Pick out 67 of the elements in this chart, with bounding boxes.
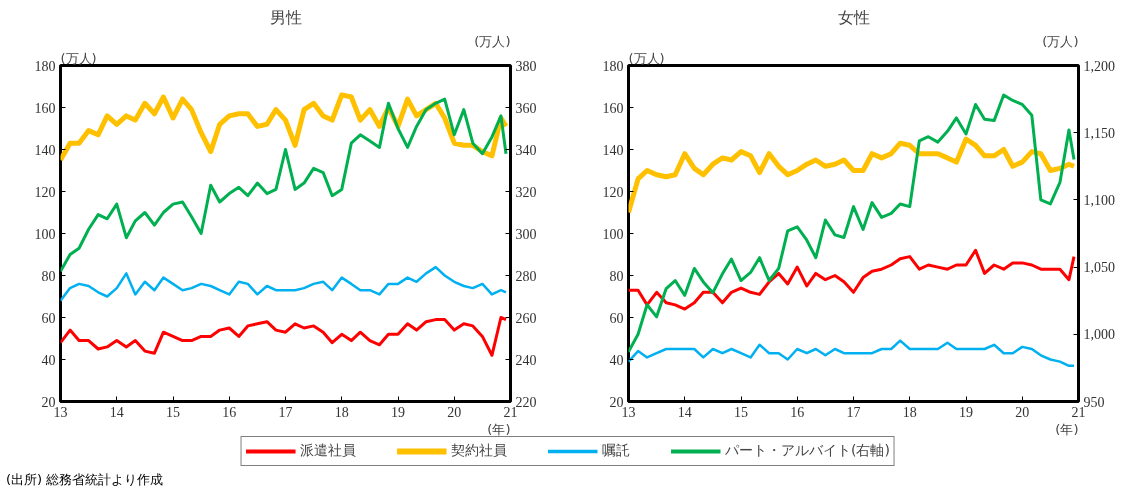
y2-tick-label: 320 bbox=[515, 184, 537, 200]
y-tick-label: 80 bbox=[609, 268, 624, 284]
x-tick-label: 20 bbox=[1015, 404, 1030, 420]
x-tick-label: 20 bbox=[447, 404, 462, 420]
text: (出所) 総務省統計より作成 bbox=[6, 471, 164, 489]
x-tick-label: 16 bbox=[222, 404, 237, 420]
x-tick-label: 18 bbox=[902, 404, 917, 420]
y-tick-label: 140 bbox=[34, 142, 56, 158]
y-axis-title: (万人) bbox=[628, 50, 665, 66]
y-tick-label: 60 bbox=[609, 310, 624, 326]
x-tick-label: 18 bbox=[334, 404, 349, 420]
y2-tick-label: 360 bbox=[515, 100, 537, 116]
line-series bbox=[60, 97, 508, 273]
y2-tick-label: 1,050 bbox=[1083, 260, 1115, 276]
x-tick-label: 15 bbox=[166, 404, 180, 420]
y2-axis-title: (万人) bbox=[1042, 33, 1079, 49]
y-tick-label: 100 bbox=[34, 226, 56, 242]
line-series bbox=[60, 265, 508, 302]
x-tick-label: 19 bbox=[959, 404, 973, 420]
x-tick-label: 14 bbox=[109, 404, 124, 420]
x-tick-label: 19 bbox=[391, 404, 405, 420]
x-tick-label: 17 bbox=[846, 404, 861, 420]
y-tick-label: 100 bbox=[602, 226, 624, 242]
y2-tick-label: 950 bbox=[1083, 394, 1105, 410]
y-tick-label: 180 bbox=[602, 58, 624, 74]
y2-axis-title: (万人) bbox=[474, 33, 511, 49]
y2-tick-label: 300 bbox=[515, 226, 537, 242]
y-axis-title: (万人) bbox=[60, 50, 97, 66]
y2-tick-label: 340 bbox=[515, 142, 537, 158]
x-axis-title: (年) bbox=[1055, 421, 1079, 437]
chart-title: 女性 bbox=[837, 7, 870, 27]
y-tick-label: 120 bbox=[34, 184, 56, 200]
y-tick-label: 160 bbox=[34, 100, 56, 116]
x-axis-title: (年) bbox=[487, 421, 511, 437]
y2-tick-label: 1,000 bbox=[1083, 327, 1115, 343]
line-series bbox=[60, 316, 508, 357]
x-tick-label: 17 bbox=[278, 404, 293, 420]
line-series bbox=[628, 93, 1076, 354]
legend-label: パート・アルバイト(右軸) bbox=[725, 442, 890, 460]
x-tick-label: 15 bbox=[734, 404, 748, 420]
y-tick-label: 40 bbox=[41, 352, 56, 368]
legend-label: 派遣社員 bbox=[300, 442, 357, 460]
y-tick-label: 60 bbox=[41, 310, 56, 326]
y-tick-label: 20 bbox=[41, 394, 56, 410]
x-tick-label: 21 bbox=[1071, 404, 1086, 420]
y2-tick-label: 260 bbox=[515, 310, 537, 326]
y-tick-label: 140 bbox=[602, 142, 624, 158]
y2-tick-label: 280 bbox=[515, 268, 537, 284]
y-tick-label: 20 bbox=[609, 394, 624, 410]
y2-tick-label: 380 bbox=[515, 58, 537, 74]
y-tick-label: 80 bbox=[41, 268, 56, 284]
y2-tick-label: 240 bbox=[515, 352, 537, 368]
y-tick-label: 40 bbox=[609, 352, 624, 368]
y2-tick-label: 1,200 bbox=[1083, 58, 1115, 74]
line-series bbox=[628, 339, 1076, 368]
chart-title: 男性 bbox=[269, 7, 302, 27]
y-tick-label: 160 bbox=[602, 100, 624, 116]
y2-tick-label: 1,150 bbox=[1083, 125, 1115, 141]
legend-label: 契約社員 bbox=[451, 442, 508, 460]
y-tick-label: 120 bbox=[602, 184, 624, 200]
y2-tick-label: 220 bbox=[515, 394, 537, 410]
y2-tick-label: 1,100 bbox=[1083, 192, 1115, 208]
legend-label: 嘱託 bbox=[602, 442, 631, 460]
line-series bbox=[628, 248, 1076, 311]
x-tick-label: 14 bbox=[677, 404, 692, 420]
y-tick-label: 180 bbox=[34, 58, 56, 74]
x-tick-label: 16 bbox=[790, 404, 805, 420]
